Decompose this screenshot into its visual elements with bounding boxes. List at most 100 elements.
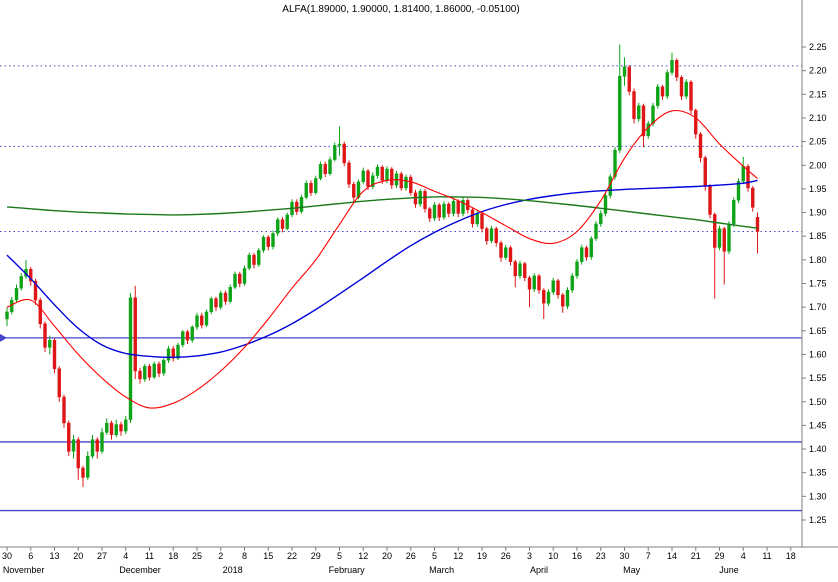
candle-body — [43, 323, 47, 348]
candle — [442, 201, 446, 220]
candle — [38, 297, 42, 329]
x-axis-month-label: June — [719, 565, 739, 575]
candle — [741, 156, 745, 185]
candle — [390, 167, 394, 189]
candle — [247, 252, 251, 271]
candle — [171, 345, 175, 362]
candle-body — [679, 77, 684, 97]
candle — [575, 258, 579, 279]
candle-body — [409, 176, 413, 193]
candle — [95, 437, 99, 459]
candle — [660, 84, 665, 100]
x-axis-week-label: 14 — [667, 551, 677, 561]
candle-body — [366, 170, 370, 187]
candle-body — [451, 200, 456, 214]
candle-body — [100, 432, 104, 452]
candle — [589, 236, 593, 260]
candle-body — [223, 292, 228, 302]
candle — [485, 226, 489, 245]
candle — [261, 235, 266, 253]
candle-body — [675, 60, 679, 78]
candle — [556, 278, 560, 299]
candle-body — [219, 292, 223, 308]
ma-medium-blue — [6, 179, 758, 359]
candle-body — [461, 200, 465, 214]
candle-body — [266, 236, 270, 247]
ma-fast-red-path — [6, 109, 758, 409]
x-axis-week-label: 13 — [49, 551, 59, 561]
candle-body — [238, 273, 242, 284]
candle-body — [261, 236, 266, 251]
candle-body — [561, 294, 565, 307]
x-axis-week-label: 11 — [762, 551, 771, 561]
candle — [81, 465, 85, 487]
candle — [299, 194, 304, 214]
x-axis-week-label: 22 — [287, 551, 297, 561]
candle-body — [33, 280, 38, 301]
ma-slow-green — [6, 196, 758, 229]
candle-body — [746, 165, 750, 189]
candle-body — [162, 359, 166, 374]
candle — [532, 273, 536, 293]
candle — [219, 290, 223, 310]
y-axis-label: 1.55 — [809, 373, 827, 383]
candle-body — [485, 228, 489, 242]
candle — [499, 240, 503, 262]
candle-body — [81, 467, 85, 478]
candle-body — [570, 275, 574, 291]
y-axis-label: 2.25 — [809, 42, 827, 52]
candle-body — [347, 162, 351, 185]
x-axis-week-label: 7 — [646, 551, 651, 561]
candle-body — [76, 439, 80, 469]
candle-body — [124, 419, 128, 432]
candle-body — [660, 86, 665, 97]
candle — [242, 265, 247, 286]
candle — [119, 421, 123, 436]
x-axis-month-label: March — [429, 565, 454, 575]
trendline-left-marker — [0, 333, 7, 342]
candle-body — [727, 223, 731, 252]
ma-fast-red — [6, 109, 758, 409]
chart-title: ALFA(1.89000, 1.90000, 1.81400, 1.86000,… — [282, 4, 520, 15]
y-axis-label: 2.20 — [809, 66, 827, 76]
x-axis-week-label: 26 — [501, 551, 511, 561]
y-axis-label: 1.50 — [809, 397, 827, 407]
candle — [233, 271, 237, 290]
candle-body — [86, 455, 90, 478]
candle — [214, 296, 218, 311]
candle-body — [52, 340, 57, 369]
x-axis-week-label: 12 — [358, 551, 368, 561]
candle-body — [694, 110, 698, 135]
x-axis-week-label: 16 — [572, 551, 582, 561]
candle — [328, 156, 332, 176]
candle — [413, 189, 418, 208]
x-axis-month-label: May — [623, 565, 641, 575]
candle-body — [736, 181, 741, 201]
candle — [209, 296, 213, 315]
candle-body — [181, 331, 185, 346]
candle-body — [651, 105, 655, 124]
x-axis-month-label: November — [3, 565, 45, 575]
candle-body — [48, 340, 52, 348]
levels-layer — [0, 65, 802, 512]
candle-body — [14, 288, 19, 301]
candle-body — [185, 331, 190, 341]
candle — [238, 271, 242, 288]
y-axis-label: 1.40 — [809, 444, 827, 454]
candle-body — [527, 277, 532, 290]
x-axis-week-label: 26 — [406, 551, 416, 561]
y-axis-label: 1.95 — [809, 184, 827, 194]
x-axis-month-label: 2018 — [223, 565, 243, 575]
candle-body — [556, 280, 560, 296]
candle-body — [67, 422, 71, 452]
y-axis-label: 1.70 — [809, 302, 827, 312]
x-axis-week-label: 3 — [527, 551, 532, 561]
candle — [508, 245, 513, 266]
candle — [19, 273, 23, 291]
candle — [76, 437, 80, 480]
candle-body — [508, 247, 513, 263]
x-axis-week-label: 23 — [596, 551, 606, 561]
y-axis-label: 1.45 — [809, 420, 827, 430]
candle — [109, 420, 114, 440]
